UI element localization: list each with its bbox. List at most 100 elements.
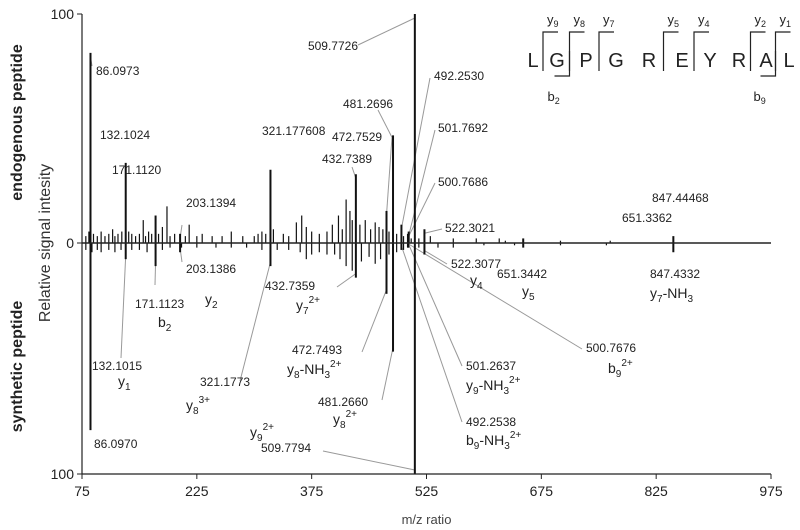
x-tick-label: 975	[759, 483, 783, 499]
peak-mz-label: 86.0970	[94, 437, 138, 451]
sequence-residue: L	[527, 50, 538, 72]
x-tick-label: 375	[300, 483, 324, 499]
peak-mz-label: 472.7529	[332, 130, 382, 144]
peak-mz-label: 651.3442	[497, 267, 547, 281]
y-ion-label: y4	[698, 12, 710, 29]
leader-line	[407, 243, 463, 367]
leader-line	[407, 243, 583, 350]
peak-mz-label: 522.3021	[445, 221, 495, 235]
b-ion-bracket	[554, 51, 571, 77]
ion-annotation: y92+	[250, 422, 274, 444]
peak-mz-label: 321.177608	[262, 124, 326, 138]
leader-line	[336, 273, 357, 288]
leader-line	[424, 228, 443, 234]
y-tick-label: 100	[51, 6, 75, 22]
y-ion-label: y1	[780, 12, 792, 29]
ion-annotation: b9-NH32+	[466, 430, 521, 452]
y-ion-label: y9	[547, 12, 559, 29]
ion-annotation: y8-NH32+	[287, 359, 342, 381]
peak-mz-label: 847.44468	[652, 191, 709, 205]
ion-annotation: y2	[205, 291, 218, 311]
peak-labels: 86.0973 132.1024 171.1120 203.1394 321.17760…	[92, 39, 709, 455]
ion-annotation: y72+	[296, 295, 320, 317]
x-tick-label: 825	[644, 483, 668, 499]
x-tick-label: 675	[530, 483, 554, 499]
tick-labels: 75 225 375 525 675 825 975 100 0 100	[51, 6, 783, 499]
leader-line	[361, 289, 387, 353]
peak-mz-label: 132.1024	[100, 128, 150, 142]
y-ion-label: y5	[668, 12, 680, 29]
sequence-residue: Y	[703, 50, 716, 72]
b-ion-label: b9	[754, 89, 766, 106]
peak-mz-label: 203.1386	[186, 262, 236, 276]
y-ion-label: y8	[574, 12, 586, 29]
ion-annotation: y83+	[186, 395, 210, 417]
peak-mz-label: 203.1394	[186, 196, 236, 210]
y-tick-label: 0	[66, 235, 74, 251]
spectrum-bars	[85, 14, 675, 474]
leader-line	[239, 261, 271, 382]
peak-mz-label: 132.1015	[92, 359, 142, 373]
sequence-residue: R	[732, 50, 746, 72]
peak-mz-label: 500.7676	[586, 341, 636, 355]
y-ion-bracket	[598, 31, 614, 71]
leader-line	[357, 17, 416, 46]
ion-annotation: y82+	[333, 409, 357, 431]
y-ion-label: y2	[755, 12, 767, 29]
sequence-residue: P	[579, 50, 592, 72]
leader-line	[400, 245, 463, 423]
sequence-residue: G	[608, 50, 624, 72]
peak-mz-label: 651.3362	[622, 211, 672, 225]
peak-mz-label: 321.1773	[200, 375, 250, 389]
leader-line	[424, 250, 448, 265]
endogenous-peptide-label: endogenous peptide	[9, 44, 26, 201]
ion-annotation: y9-NH32+	[466, 375, 521, 397]
ion-annotation: b2	[158, 314, 172, 334]
peak-mz-label: 501.7692	[438, 121, 488, 135]
peak-mz-label: 492.2530	[434, 69, 484, 83]
peak-mz-label: 472.7493	[292, 343, 342, 357]
b-ion-label: b2	[548, 89, 560, 106]
peak-mz-label: 501.2637	[466, 359, 516, 373]
leader-line	[381, 347, 394, 401]
peak-mz-label: 500.7686	[438, 175, 488, 189]
sequence-residue: A	[759, 50, 773, 72]
y-ion-bracket	[693, 31, 709, 71]
leader-line	[386, 136, 393, 215]
sequence-residue: L	[783, 50, 794, 72]
peak-mz-label: 432.7389	[322, 152, 372, 166]
ion-annotation: y7-NH3	[650, 285, 693, 305]
peak-mz-label: 522.3077	[451, 257, 501, 271]
peak-mz-label: 171.1120	[112, 163, 161, 177]
b-ion-bracket	[760, 51, 777, 77]
peak-mz-label: 86.0973	[96, 64, 140, 78]
x-axis-title: m/z ratio	[402, 512, 452, 527]
x-tick-label: 75	[74, 483, 90, 499]
sequence-residue: R	[642, 50, 656, 72]
ion-annotation: y1	[118, 373, 131, 393]
leader-line	[322, 450, 415, 471]
y-ion-bracket	[542, 31, 558, 71]
peak-mz-label: 481.2696	[343, 97, 393, 111]
peak-mz-label: 847.4332	[650, 267, 700, 281]
peak-mz-label: 432.7359	[265, 279, 315, 293]
x-tick-label: 525	[415, 483, 439, 499]
peak-mz-label: 509.7794	[261, 441, 311, 455]
leader-line	[407, 182, 436, 239]
sequence-residue: E	[675, 50, 688, 72]
y-axis-title: Relative signal intesity	[37, 164, 54, 322]
peak-mz-label: 509.7726	[308, 39, 358, 53]
peak-mz-label: 171.1123	[135, 297, 184, 311]
peak-mz-label: 492.2538	[466, 415, 516, 429]
leader-line	[408, 129, 436, 236]
ion-annotation: y4	[470, 272, 483, 292]
ion-annotation: b92+	[608, 358, 633, 380]
y-tick-label: 100	[51, 466, 75, 482]
leader-line	[377, 109, 394, 140]
y-ion-label: y7	[603, 12, 615, 29]
leader-line	[120, 255, 127, 359]
peak-mz-label: 481.2660	[318, 395, 368, 409]
x-tick-label: 225	[185, 483, 209, 499]
